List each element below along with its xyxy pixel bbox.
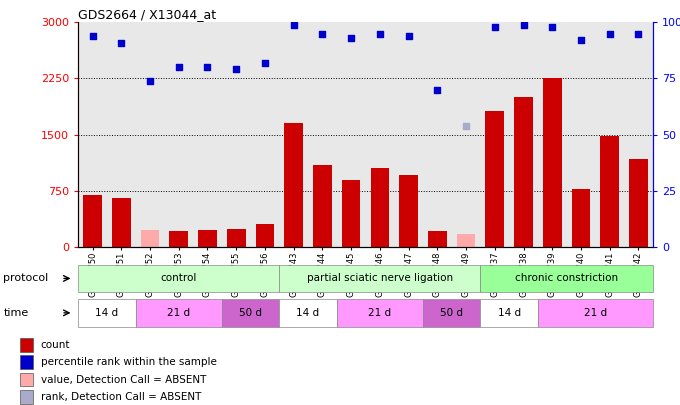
Text: partial sciatic nerve ligation: partial sciatic nerve ligation <box>307 273 453 283</box>
Bar <box>112 198 131 247</box>
Point <box>432 86 443 93</box>
Point <box>518 21 529 28</box>
Bar <box>337 299 423 326</box>
Point <box>202 64 213 70</box>
Text: rank, Detection Call = ABSENT: rank, Detection Call = ABSENT <box>41 392 201 402</box>
Text: 50 d: 50 d <box>440 308 463 318</box>
Point <box>547 23 558 30</box>
Bar <box>20 356 33 369</box>
Text: 21 d: 21 d <box>167 308 190 318</box>
Text: 14 d: 14 d <box>498 308 521 318</box>
Text: chronic constriction: chronic constriction <box>515 273 618 283</box>
Text: control: control <box>160 273 197 283</box>
Text: GDS2664 / X13044_at: GDS2664 / X13044_at <box>78 8 216 21</box>
Point <box>575 37 586 43</box>
Bar <box>227 229 245 247</box>
Bar <box>198 230 217 247</box>
Bar <box>169 230 188 247</box>
Bar <box>600 136 619 247</box>
Point <box>460 122 471 129</box>
Point <box>145 77 156 84</box>
Bar <box>20 338 33 352</box>
Text: count: count <box>41 340 70 350</box>
Point <box>87 32 98 39</box>
Point <box>633 30 644 37</box>
Bar <box>538 299 653 326</box>
Bar <box>279 265 480 292</box>
Bar <box>572 189 590 247</box>
Point <box>173 64 184 70</box>
Bar <box>256 224 274 247</box>
Point <box>317 30 328 37</box>
Bar <box>279 299 337 326</box>
Bar <box>423 299 480 326</box>
Text: percentile rank within the sample: percentile rank within the sample <box>41 357 217 367</box>
Point <box>403 32 414 39</box>
Text: 50 d: 50 d <box>239 308 262 318</box>
Text: 14 d: 14 d <box>296 308 320 318</box>
Point <box>375 30 386 37</box>
Bar <box>371 168 389 247</box>
Point <box>116 39 126 46</box>
Bar <box>313 164 332 247</box>
Bar <box>222 299 279 326</box>
Bar <box>141 230 159 247</box>
Point <box>345 35 356 41</box>
Point <box>490 23 500 30</box>
Bar <box>480 299 538 326</box>
Point <box>605 30 615 37</box>
Bar <box>543 79 562 247</box>
Point <box>288 21 299 28</box>
Point <box>260 60 271 66</box>
Point <box>231 66 241 73</box>
Bar <box>284 123 303 247</box>
Bar <box>629 159 648 247</box>
Bar <box>342 180 360 247</box>
Text: 21 d: 21 d <box>369 308 392 318</box>
Bar <box>457 234 475 247</box>
Bar <box>78 265 279 292</box>
Text: protocol: protocol <box>3 273 49 283</box>
Text: time: time <box>3 308 29 318</box>
Bar <box>20 390 33 404</box>
Bar <box>486 111 504 247</box>
Text: 14 d: 14 d <box>95 308 118 318</box>
Bar <box>78 299 135 326</box>
Text: value, Detection Call = ABSENT: value, Detection Call = ABSENT <box>41 375 206 384</box>
Bar <box>399 175 418 247</box>
Bar <box>135 299 222 326</box>
Bar <box>20 373 33 386</box>
Bar <box>428 230 447 247</box>
Bar <box>480 265 653 292</box>
Bar <box>83 194 102 247</box>
Bar <box>514 97 533 247</box>
Text: 21 d: 21 d <box>583 308 607 318</box>
